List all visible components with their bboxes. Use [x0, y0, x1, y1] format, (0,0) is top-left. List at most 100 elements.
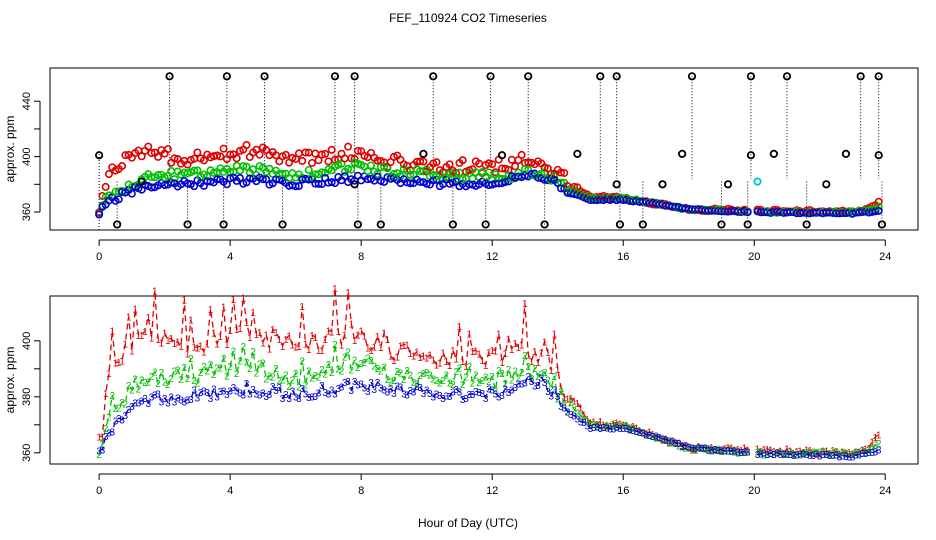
series-2-point: 2	[123, 400, 129, 411]
series-1-point: 1	[761, 445, 767, 456]
series-3-point: 3	[159, 397, 165, 408]
series-1-point: 1	[273, 328, 279, 339]
black-point	[353, 220, 362, 229]
series-1-point: 1	[578, 404, 584, 415]
series-2-point: 2	[575, 408, 581, 419]
series-2-point: 2	[873, 441, 879, 452]
series-1-point: 1	[224, 340, 230, 351]
black-point	[429, 72, 438, 81]
series-2-point: 2	[663, 436, 669, 447]
series-3-point: 3	[483, 394, 489, 405]
black-point	[219, 220, 228, 229]
series-3-point: 3	[837, 452, 843, 463]
series-2-point: 2	[155, 379, 161, 390]
y-axis-label: approx. ppm	[3, 347, 17, 414]
black-point	[612, 180, 621, 189]
series-3-point: 3	[132, 399, 138, 410]
series-2-point: 2	[643, 430, 649, 441]
series-3-point: 3	[624, 424, 630, 435]
red-point	[314, 156, 323, 165]
series-1-point: 1	[398, 342, 404, 353]
series-1-point: 1	[404, 340, 410, 351]
series-2-point: 2	[755, 447, 761, 458]
series-3-point: 3	[273, 386, 279, 397]
red-point	[517, 150, 526, 159]
series-1-point: 1	[385, 335, 391, 346]
series-2-point: 2	[162, 377, 168, 388]
series-1-point: 1	[771, 447, 777, 458]
x-tick-label: 8	[358, 251, 364, 263]
series-1-point: 1	[706, 444, 712, 455]
series-2-point: 2	[145, 377, 151, 388]
series-1-point: 1	[227, 326, 233, 337]
series-3-point: 3	[152, 391, 158, 402]
series-2-point: 2	[774, 448, 780, 459]
green-point	[550, 172, 559, 181]
series-1-point: 1	[414, 348, 420, 359]
series-2-point: 2	[503, 379, 509, 390]
series-2-point: 2	[430, 374, 436, 385]
series-1-point: 1	[692, 445, 698, 456]
series-3-point: 3	[234, 386, 240, 397]
series-2-point: 2	[722, 446, 728, 457]
black-point	[260, 72, 269, 81]
series-3-point: 3	[607, 424, 613, 435]
series-3-point: 3	[696, 443, 702, 454]
series-1-point: 1	[371, 343, 377, 354]
chart-title: FEF_110924 CO2 Timeseries	[389, 11, 547, 25]
series-3-point: 3	[840, 451, 846, 462]
series-2-point: 2	[561, 400, 567, 411]
series-2-point: 2	[381, 363, 387, 374]
series-2-point: 2	[735, 449, 741, 460]
series-2-point: 2	[178, 375, 184, 386]
series-3-point: 3	[620, 424, 626, 435]
series-3-point: 3	[614, 423, 620, 434]
series-3-point: 3	[617, 424, 623, 435]
red-point	[507, 155, 516, 164]
series-2-point: 2	[797, 450, 803, 461]
series-1-point: 1	[444, 357, 450, 368]
series-3-point: 3	[761, 449, 767, 460]
red-point	[311, 149, 320, 158]
series-2-point: 2	[335, 364, 341, 375]
series-2-point: 2	[411, 378, 417, 389]
series-1-point: 1	[214, 340, 220, 351]
blue-point	[213, 175, 222, 184]
series-3-point: 3	[506, 388, 512, 399]
series-3-point: 3	[539, 374, 545, 385]
series-1-point: 1	[237, 324, 243, 335]
series-2-point: 2	[129, 386, 135, 397]
series-3-point: 3	[417, 383, 423, 394]
series-3-point: 3	[204, 388, 210, 399]
series-1-point: 1	[807, 446, 813, 457]
black-point	[841, 149, 851, 158]
series-1-point: 1	[499, 358, 505, 369]
series-1-point: 1	[797, 447, 803, 458]
series-1-point: 1	[447, 361, 453, 372]
series-2-point: 2	[326, 360, 332, 371]
cyan-point	[753, 177, 762, 186]
black-point	[782, 72, 792, 81]
series-2-point: 2	[696, 443, 702, 454]
series-2-point: 2	[584, 417, 590, 428]
series-1-point: 1	[365, 344, 371, 355]
series-3-point: 3	[440, 394, 446, 405]
black-point	[113, 220, 122, 229]
series-2-point: 2	[830, 450, 836, 461]
series-1-point: 1	[335, 327, 341, 338]
series-2-point: 2	[676, 441, 682, 452]
series-3-point: 3	[329, 385, 335, 396]
y-tick-label: 400	[21, 147, 33, 165]
series-2-point: 2	[516, 374, 522, 385]
series-3-point: 3	[814, 450, 820, 461]
series-1-point: 1	[535, 358, 541, 369]
series-1-point: 1	[250, 308, 256, 319]
series-2-point: 2	[404, 366, 410, 377]
series-1-point: 1	[175, 338, 181, 349]
series-3-point: 3	[358, 379, 364, 390]
series-1-point: 1	[519, 341, 525, 352]
series-3-point: 3	[778, 450, 784, 461]
series-2-point: 2	[385, 375, 391, 386]
series-2-point: 2	[345, 348, 351, 359]
series-2-point: 2	[548, 384, 554, 395]
